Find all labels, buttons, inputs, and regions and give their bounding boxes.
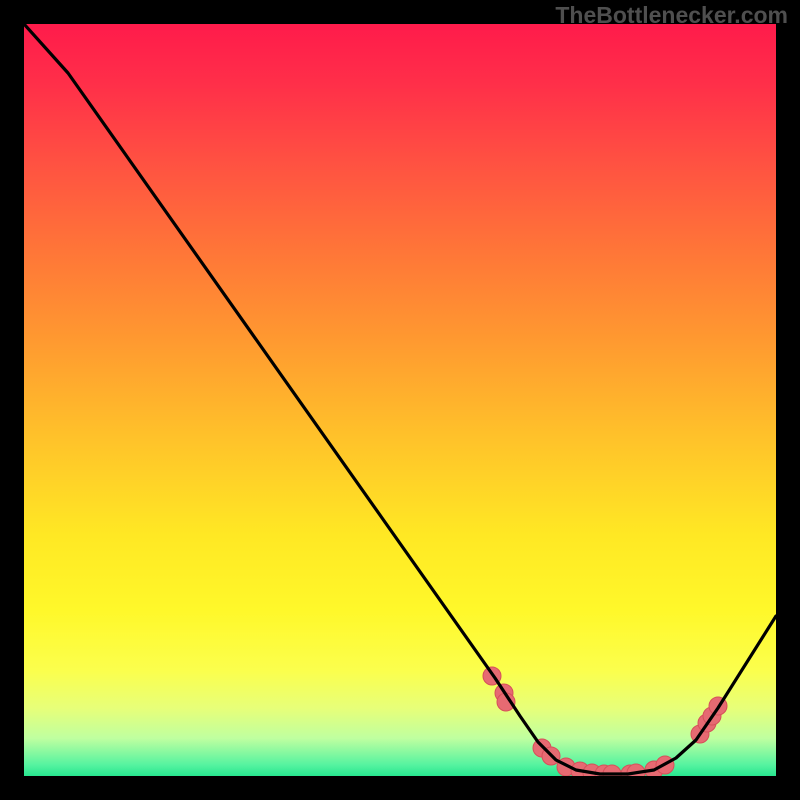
gradient-background: [24, 24, 776, 776]
watermark-label: TheBottlenecker.com: [555, 2, 788, 29]
bottleneck-chart: [0, 0, 800, 800]
